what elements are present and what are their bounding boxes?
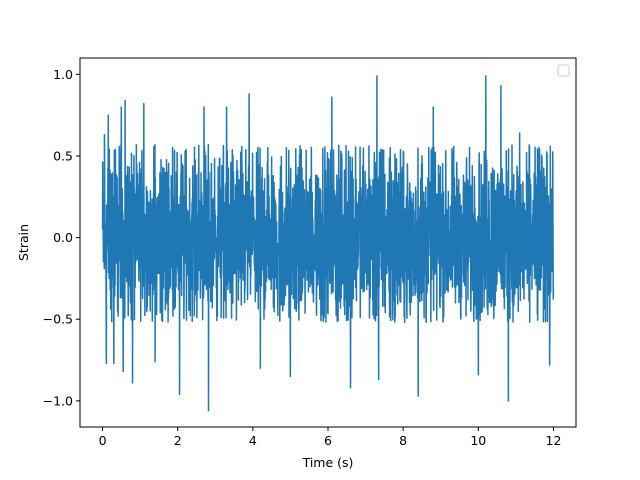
y-tick-label: 0.5 [53, 148, 73, 163]
legend-box[interactable] [557, 64, 570, 77]
y-tick-label: 1.0 [53, 67, 73, 82]
x-axis-label: Time (s) [302, 455, 354, 470]
x-tick-label: 4 [249, 433, 257, 448]
y-axis: −1.0 −0.5 0.0 0.5 1.0 [43, 67, 80, 408]
plot-area [101, 75, 555, 412]
x-tick-label: 8 [399, 433, 407, 448]
series-layer [101, 75, 555, 412]
y-axis-label: Strain [16, 224, 31, 261]
x-tick-label: 12 [546, 433, 562, 448]
x-tick-label: 10 [470, 433, 486, 448]
y-tick-label: −0.5 [43, 312, 73, 327]
x-tick-label: 0 [99, 433, 107, 448]
x-axis: 0 2 4 6 8 10 12 [99, 427, 562, 448]
strain-series-line [101, 75, 555, 412]
y-tick-label: 0.0 [53, 230, 73, 245]
x-tick-label: 2 [174, 433, 182, 448]
y-tick-label: −1.0 [43, 393, 73, 408]
x-tick-label: 6 [324, 433, 332, 448]
